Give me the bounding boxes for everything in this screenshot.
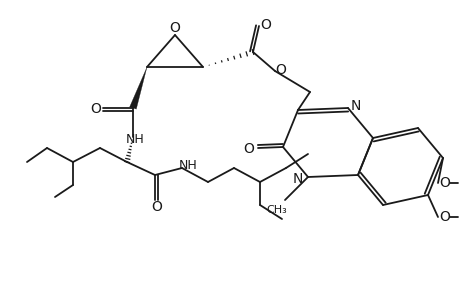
Text: O: O (275, 63, 286, 77)
Text: CH₃: CH₃ (266, 205, 287, 215)
Text: O: O (151, 200, 162, 214)
Text: NH: NH (125, 132, 144, 145)
Text: N: N (292, 172, 302, 186)
Polygon shape (129, 67, 147, 109)
Text: O: O (169, 21, 180, 35)
Text: NH: NH (178, 159, 197, 172)
Text: O: O (90, 102, 101, 116)
Text: O: O (260, 18, 271, 32)
Text: N: N (350, 99, 360, 113)
Text: O: O (243, 142, 254, 156)
Text: O: O (439, 210, 449, 224)
Text: O: O (439, 176, 449, 190)
